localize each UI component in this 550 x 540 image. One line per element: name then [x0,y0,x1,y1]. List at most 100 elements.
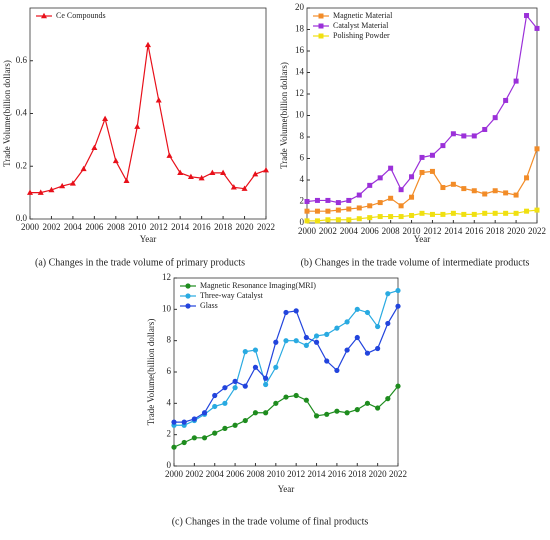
y-tick-label: 18 [295,24,305,34]
y-tick-label: 0.4 [16,108,28,118]
marker [346,197,352,203]
marker [80,165,87,172]
legend-label: Catalyst Material [333,21,389,30]
marker [364,400,371,406]
marker [356,216,362,222]
x-tick-label: 2008 [382,226,401,236]
marker [513,210,519,216]
marker [354,306,360,312]
marker [209,169,216,176]
marker [419,169,425,175]
y-tick-label: 0 [300,217,305,227]
caption: (b) Changes in the trade volume of inter… [301,257,530,268]
marker [145,41,151,48]
y-axis-label: Trade Volume(billion dollars) [279,62,289,169]
marker [429,152,435,158]
series-line [30,44,267,194]
plot-frame [306,7,538,224]
marker [492,115,498,121]
x-tick-label: 2004 [64,222,83,232]
marker [242,383,248,389]
marker [375,323,381,330]
x-tick-label: 2016 [193,222,212,232]
marker [409,194,415,200]
x-axis-label: Year [278,484,295,494]
marker [385,320,391,327]
x-tick-label: 2002 [42,222,60,232]
marker [398,203,404,209]
marker [503,210,509,216]
marker [395,287,401,294]
x-tick-label: 2010 [403,226,422,236]
marker [377,214,383,220]
marker [440,185,446,191]
marker [171,419,177,425]
legend-label: Polishing Powder [333,31,390,40]
marker [222,385,228,391]
marker [232,378,238,384]
x-tick-label: 2010 [128,222,147,232]
marker [304,218,310,224]
marker [471,188,477,194]
marker [102,115,109,121]
marker [273,400,279,406]
marker [461,186,467,192]
marker [388,165,394,171]
marker [356,205,362,211]
x-tick-label: 2000 [21,222,40,232]
marker [304,199,310,204]
marker [335,200,341,206]
marker [356,192,362,198]
marker [325,217,331,223]
marker [324,331,330,337]
marker [252,347,259,353]
marker [388,195,394,201]
y-tick-label: 8 [300,131,305,141]
marker [429,168,435,174]
marker [222,425,228,431]
marker [346,206,352,212]
marker [187,173,194,179]
marker [171,444,177,450]
marker [398,187,404,193]
x-tick-label: 2014 [171,222,190,232]
marker [450,181,456,187]
legend-marker [185,303,191,309]
marker [534,25,540,31]
marker [166,152,173,158]
marker [334,367,340,374]
x-tick-label: 2008 [246,469,265,479]
marker [313,339,320,345]
marker [482,126,488,132]
y-tick-label: 12 [162,272,171,282]
marker [395,303,401,309]
marker [198,174,205,181]
y-tick-label: 10 [162,303,172,313]
marker [303,334,309,341]
marker [263,167,269,173]
marker [364,350,371,356]
marker [344,410,350,416]
y-tick-label: 20 [295,2,305,12]
marker [377,200,383,206]
marker [283,309,289,316]
x-tick-label: 2006 [85,222,104,232]
marker [191,416,197,422]
x-tick-label: 2000 [165,469,184,479]
x-tick-label: 2020 [236,222,255,232]
marker [419,210,425,216]
x-tick-label: 2022 [528,226,546,236]
marker [37,189,44,195]
marker [409,174,415,180]
marker [354,334,360,341]
x-tick-label: 2018 [214,222,233,232]
marker [232,385,238,391]
marker [419,154,425,160]
marker [388,214,394,220]
marker [177,169,184,176]
marker [134,123,141,129]
marker [314,208,320,214]
marker [155,97,162,103]
marker [534,207,540,213]
caption: (c) Changes in the trade volume of final… [172,516,369,527]
